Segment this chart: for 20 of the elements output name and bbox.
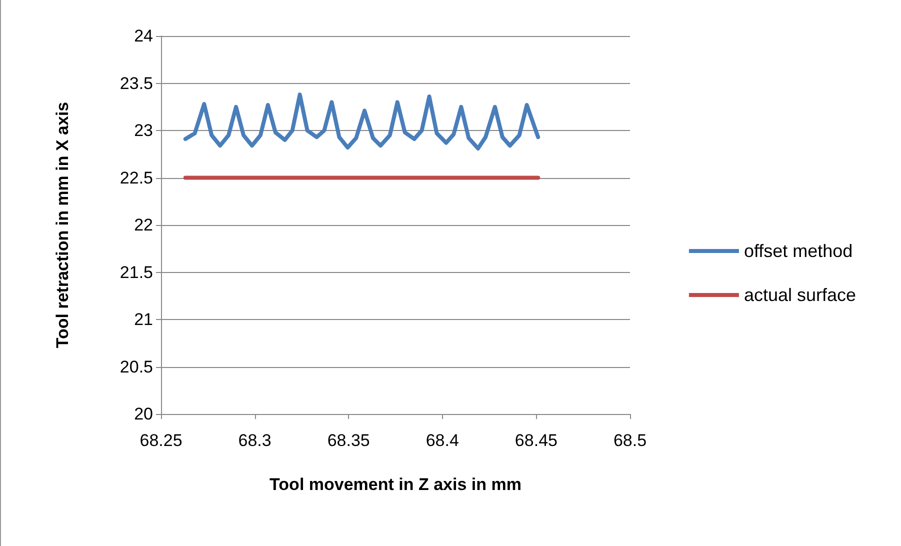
y-tick-label: 22 — [134, 216, 153, 234]
legend-label: actual surface — [744, 285, 856, 305]
x-tick-label: 68.4 — [426, 431, 459, 450]
x-tick-label: 68.25 — [140, 431, 182, 450]
y-tick-label: 24 — [134, 26, 153, 46]
x-tick-label: 68.35 — [327, 431, 370, 450]
x-tick-label: 68.3 — [238, 431, 272, 450]
line-series — [183, 92, 540, 150]
x-tick-label: 68.45 — [514, 431, 558, 450]
y-tick-label: 20 — [134, 404, 153, 424]
y-tick-label: 22.5 — [120, 168, 153, 188]
y-tick-label: 23 — [134, 121, 153, 140]
x-tick-label: 68.5 — [613, 431, 647, 450]
y-tick-label: 21.5 — [120, 262, 153, 282]
y-tick-label: 21 — [134, 310, 153, 329]
x-axis-title: Tool movement in Z axis in mm — [270, 475, 522, 494]
y-axis-title: Tool retraction in mm in X axis — [53, 102, 72, 348]
y-tick-label: 23.5 — [120, 74, 153, 93]
y-tick-label: 20.5 — [120, 357, 153, 376]
legend-label: offset method — [744, 241, 853, 261]
